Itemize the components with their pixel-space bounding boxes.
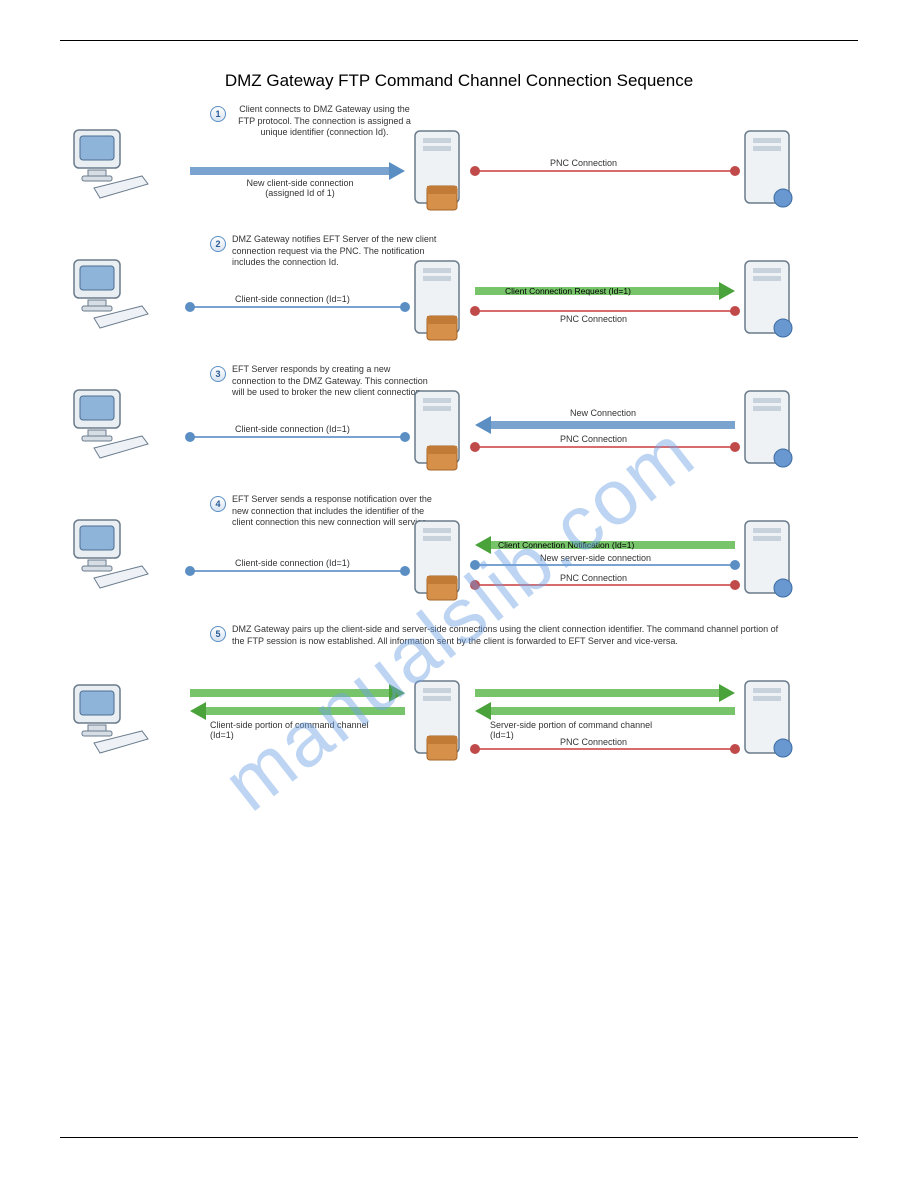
pnc-line — [475, 446, 735, 448]
client-icon — [60, 256, 150, 341]
arrow-client-to-gateway — [190, 164, 405, 178]
bottom-rule — [60, 1137, 858, 1138]
arrow-blue-left — [475, 418, 735, 432]
step-5: 5 DMZ Gateway pairs up the client-side a… — [60, 626, 858, 776]
step-1-desc: Client connects to DMZ Gateway using the… — [232, 104, 417, 139]
client-line-label: Client-side connection (Id=1) — [235, 558, 350, 568]
client-conn-label-l1: New client-side connection — [235, 178, 365, 188]
eft-icon — [735, 126, 805, 221]
step-badge-4: 4 — [210, 496, 226, 512]
newconn-label: New Connection — [570, 408, 636, 418]
pnc-line — [475, 310, 735, 312]
step-4: 4 EFT Server sends a response notificati… — [60, 496, 858, 616]
green-label: Client Connection Request (Id=1) — [505, 286, 631, 296]
step-number: 4 — [215, 499, 220, 509]
arrow-green-right-a — [190, 686, 405, 700]
left-label-l2: (Id=1) — [210, 730, 400, 740]
step-badge-1: 1 — [210, 106, 226, 122]
arrow-green-left-b — [475, 704, 735, 718]
client-line-label: Client-side connection (Id=1) — [235, 294, 350, 304]
pnc-label: PNC Connection — [560, 314, 627, 324]
step-3: 3 EFT Server responds by creating a new … — [60, 366, 858, 486]
gateway-icon — [405, 386, 475, 481]
client-line-label: Client-side connection (Id=1) — [235, 424, 350, 434]
newserver-label: New server-side connection — [540, 553, 651, 563]
client-icon — [60, 681, 150, 766]
step-number: 5 — [215, 629, 220, 639]
gateway-icon — [405, 676, 475, 771]
pnc-line — [475, 748, 735, 750]
pnc-label: PNC Connection — [560, 434, 627, 444]
client-icon — [60, 126, 150, 211]
step-number: 2 — [215, 239, 220, 249]
step-badge-2: 2 — [210, 236, 226, 252]
step-3-desc: EFT Server responds by creating a new co… — [232, 364, 432, 399]
gateway-icon — [405, 516, 475, 611]
step-badge-3: 3 — [210, 366, 226, 382]
step-5-desc: DMZ Gateway pairs up the client-side and… — [232, 624, 792, 647]
right-label-l1: Server-side portion of command channel — [490, 720, 700, 730]
page-title: DMZ Gateway FTP Command Channel Connecti… — [60, 71, 858, 91]
gateway-icon — [405, 126, 475, 221]
green-label: Client Connection Notification (Id=1) — [498, 540, 634, 550]
pnc-line — [475, 170, 735, 172]
client-conn-label-l2: (assigned Id of 1) — [235, 188, 365, 198]
pnc-label: PNC Connection — [550, 158, 617, 168]
eft-icon — [735, 516, 805, 611]
pnc-label: PNC Connection — [560, 737, 627, 747]
gateway-icon — [405, 256, 475, 351]
step-number: 1 — [215, 109, 220, 119]
pnc-label: PNC Connection — [560, 573, 627, 583]
step-1: 1 Client connects to DMZ Gateway using t… — [60, 106, 858, 226]
newserver-line — [475, 564, 735, 566]
left-label-l1: Client-side portion of command channel — [210, 720, 400, 730]
arrow-green-right-b — [475, 686, 735, 700]
client-line — [190, 570, 405, 572]
eft-icon — [735, 256, 805, 351]
arrow-green-left-a — [190, 704, 405, 718]
pnc-line — [475, 584, 735, 586]
step-number: 3 — [215, 369, 220, 379]
client-line — [190, 306, 405, 308]
client-icon — [60, 516, 150, 601]
client-line — [190, 436, 405, 438]
step-badge-5: 5 — [210, 626, 226, 642]
top-rule — [60, 40, 858, 41]
diagram: 1 Client connects to DMZ Gateway using t… — [60, 106, 858, 776]
eft-icon — [735, 386, 805, 481]
eft-icon — [735, 676, 805, 771]
client-icon — [60, 386, 150, 471]
step-2: 2 DMZ Gateway notifies EFT Server of the… — [60, 236, 858, 356]
